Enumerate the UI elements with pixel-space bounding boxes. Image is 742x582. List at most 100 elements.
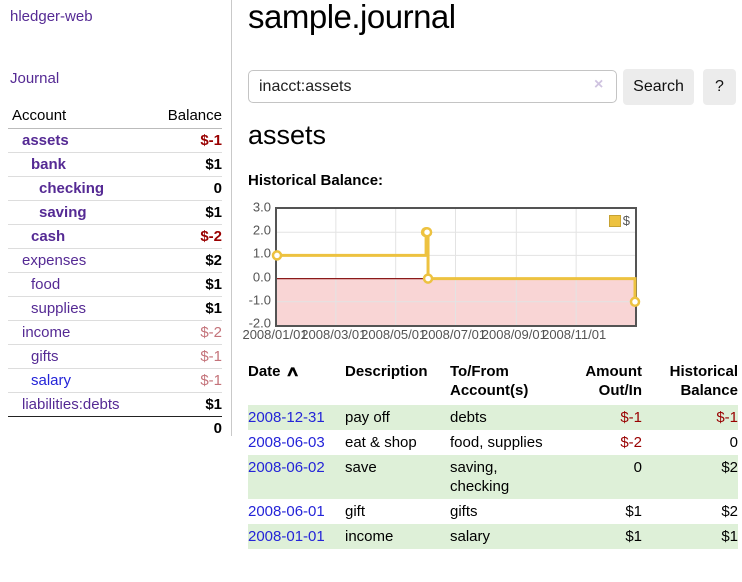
- chart-legend: $: [606, 212, 632, 229]
- y-axis-tick-label: 1.0: [252, 245, 271, 261]
- account-balance: $1: [148, 392, 222, 417]
- x-axis-tick-label: 2008/09/01: [481, 327, 547, 342]
- y-axis-tick-label: 3.0: [252, 199, 271, 215]
- account-row-checking: checking 0: [8, 176, 222, 201]
- account-balance: $2: [148, 248, 222, 273]
- chart-title: Historical Balance:: [248, 172, 384, 189]
- accounts-table: Account Balance assets $-1 bank $1 check…: [8, 104, 222, 440]
- account-link-checking[interactable]: checking: [39, 180, 105, 197]
- balance-chart-svg: [271, 209, 641, 325]
- transaction-description: pay off: [345, 405, 450, 430]
- transaction-accounts: debts: [450, 405, 562, 430]
- account-balance: $-1: [148, 368, 222, 393]
- register-header-row: Date ∧ Description To/From Account(s) Amou…: [248, 362, 738, 405]
- help-button[interactable]: ?: [703, 69, 736, 105]
- description-column-header: Description: [345, 363, 428, 380]
- account-link-income[interactable]: income: [22, 324, 71, 341]
- legend-swatch-icon: [608, 214, 621, 227]
- balance-column-header: Balance: [148, 104, 222, 129]
- transaction-date-link[interactable]: 2008-06-01: [248, 503, 325, 520]
- transaction-amount: $-2: [620, 434, 642, 451]
- y-axis-tick-label: 2.0: [252, 222, 271, 238]
- account-row-supplies: supplies $1: [8, 296, 222, 321]
- y-axis-tick-label: -1.0: [248, 292, 271, 308]
- search-button[interactable]: Search: [623, 69, 694, 105]
- transaction-accounts: salary: [450, 524, 562, 549]
- account-row-bank: bank $1: [8, 152, 222, 177]
- transaction-accounts: gifts: [450, 503, 478, 520]
- account-row-gifts: gifts $-1: [8, 344, 222, 369]
- transaction-accounts: saving, checking: [450, 455, 562, 499]
- historical-balance-chart: 3.0 2.0 1.0 0.0 -1.0 -2.0 $ 2008/01/01 2008/03…: [242, 199, 641, 342]
- accounts-header-row: Account Balance: [8, 104, 222, 129]
- accounts-column-header: To/From Account(s): [450, 363, 529, 399]
- page-title: sample.journal: [248, 0, 456, 35]
- account-balance: $1: [148, 152, 222, 177]
- register-table: Date ∧ Description To/From Account(s) Amou…: [248, 362, 738, 549]
- account-balance: $1: [148, 272, 222, 297]
- account-balance: $1: [148, 296, 222, 321]
- x-axis-tick-label: 2008/11/01: [542, 327, 607, 342]
- account-link-gifts[interactable]: gifts: [31, 348, 59, 365]
- x-axis-tick-label: 2008/01/01: [242, 327, 308, 342]
- account-row-food: food $1: [8, 272, 222, 297]
- x-axis-tick-label: 2008/03/01: [301, 327, 367, 342]
- transaction-balance: $-1: [642, 405, 738, 430]
- transaction-row: 2008-06-03 eat & shop food, supplies $-2…: [248, 430, 738, 455]
- account-heading: assets: [248, 120, 327, 150]
- transaction-amount: 0: [562, 455, 642, 499]
- sidebar: hledger-web Journal Account Balance asse…: [0, 0, 232, 440]
- account-link-bank[interactable]: bank: [31, 156, 67, 173]
- account-row-expenses: expenses $2: [8, 248, 222, 273]
- transaction-balance: $1: [642, 524, 738, 549]
- transaction-row: 2008-06-02 save saving, checking 0 $2: [248, 455, 738, 499]
- date-column-header[interactable]: Date ∧: [248, 363, 300, 380]
- app-title-link[interactable]: hledger-web: [10, 8, 93, 25]
- transaction-date-link[interactable]: 2008-12-31: [248, 409, 325, 426]
- account-balance: $-1: [148, 344, 222, 369]
- transaction-description: save: [345, 455, 450, 499]
- account-link-expenses[interactable]: expenses: [22, 252, 87, 269]
- account-row-assets: assets $-1: [8, 129, 222, 153]
- transaction-balance: $2: [721, 503, 738, 520]
- transaction-row: 2008-06-01 gift gifts $1 $2: [248, 499, 738, 524]
- legend-label: $: [622, 213, 630, 228]
- account-link-assets[interactable]: assets: [22, 132, 69, 149]
- chart-plot-area: $: [271, 207, 641, 327]
- account-link-saving[interactable]: saving: [39, 204, 87, 221]
- transaction-balance: 0: [729, 434, 738, 451]
- account-column-header: Account: [8, 104, 149, 129]
- account-link-cash[interactable]: cash: [31, 228, 66, 245]
- x-axis-tick-label: 2008/07/01: [420, 327, 487, 342]
- account-link-supplies[interactable]: supplies: [31, 300, 87, 317]
- account-row-income: income $-2: [8, 320, 222, 345]
- transaction-description: eat & shop: [345, 434, 417, 451]
- transaction-balance: $2: [642, 455, 738, 499]
- account-link-food[interactable]: food: [31, 276, 61, 293]
- search-input[interactable]: [248, 70, 617, 103]
- transaction-date-link[interactable]: 2008-01-01: [248, 528, 325, 545]
- transaction-amount: $1: [562, 524, 642, 549]
- transaction-row: 2008-01-01 income salary $1 $1: [248, 524, 738, 549]
- account-row-liabilities-debts: liabilities:debts $1: [8, 392, 222, 417]
- transaction-date-link[interactable]: 2008-06-03: [248, 434, 325, 451]
- account-balance: $1: [148, 200, 222, 225]
- account-link-salary[interactable]: salary: [31, 372, 72, 389]
- accounts-total-row: 0: [8, 416, 222, 440]
- transaction-date-link[interactable]: 2008-06-02: [248, 459, 325, 476]
- account-row-salary: salary $-1: [8, 368, 222, 393]
- x-axis-tick-label: 2008/05/01: [361, 327, 427, 342]
- transaction-description: income: [345, 524, 450, 549]
- account-balance: 0: [148, 176, 222, 201]
- sort-ascending-icon: ∧: [284, 363, 300, 380]
- account-balance: $-2: [148, 320, 222, 345]
- account-row-saving: saving $1: [8, 200, 222, 225]
- y-axis-tick-label: -2.0: [248, 315, 271, 331]
- sidebar-item-journal[interactable]: Journal: [10, 70, 60, 87]
- y-axis-tick-label: 0.0: [252, 269, 271, 285]
- clear-search-icon[interactable]: ×: [594, 76, 604, 93]
- accounts-total-value: 0: [148, 416, 222, 440]
- account-balance: $-2: [148, 224, 222, 249]
- amount-column-header: Amount Out/In: [585, 363, 642, 399]
- account-link-liabilities-debts[interactable]: liabilities:debts: [22, 396, 120, 413]
